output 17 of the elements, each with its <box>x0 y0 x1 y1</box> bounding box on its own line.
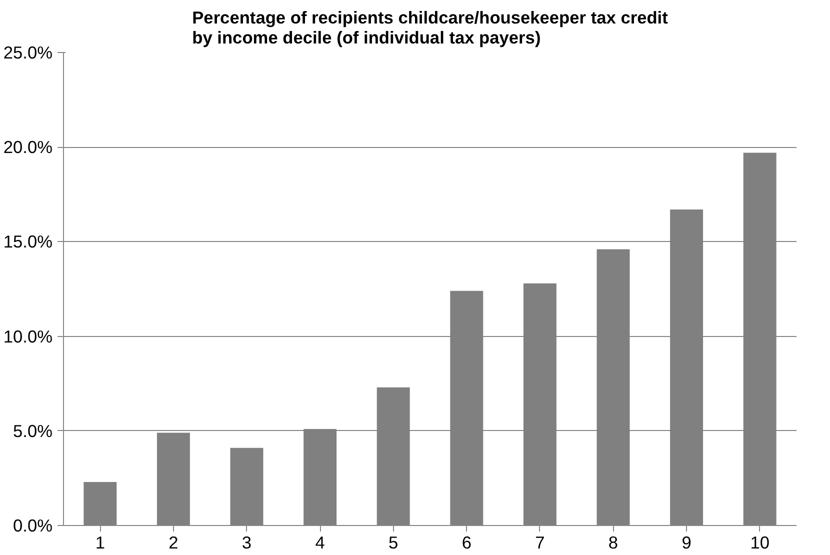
y-tick-label: 20.0% <box>3 137 53 158</box>
x-tick-label: 7 <box>535 532 545 552</box>
x-tick-label: 2 <box>168 532 178 552</box>
x-tick-label: 8 <box>608 532 618 552</box>
y-tick-label: 10.0% <box>3 326 53 346</box>
y-tick-label: 25.0% <box>3 42 53 62</box>
y-tick-label: 0.0% <box>13 516 53 536</box>
y-tick-label: 5.0% <box>13 420 53 441</box>
x-tick-label: 9 <box>682 532 692 552</box>
y-tick-label: 15.0% <box>3 232 53 252</box>
x-tick-label: 5 <box>388 532 398 552</box>
chart-title: Percentage of recipients childcare/housekeeper tax credit by income decile (of individual tax payers) <box>192 8 668 48</box>
x-tick-label: 10 <box>750 532 770 552</box>
x-tick-label: 3 <box>242 532 252 552</box>
x-tick-label: 6 <box>462 532 472 552</box>
x-tick-label: 1 <box>95 532 105 552</box>
x-tick-label: 4 <box>315 532 326 552</box>
